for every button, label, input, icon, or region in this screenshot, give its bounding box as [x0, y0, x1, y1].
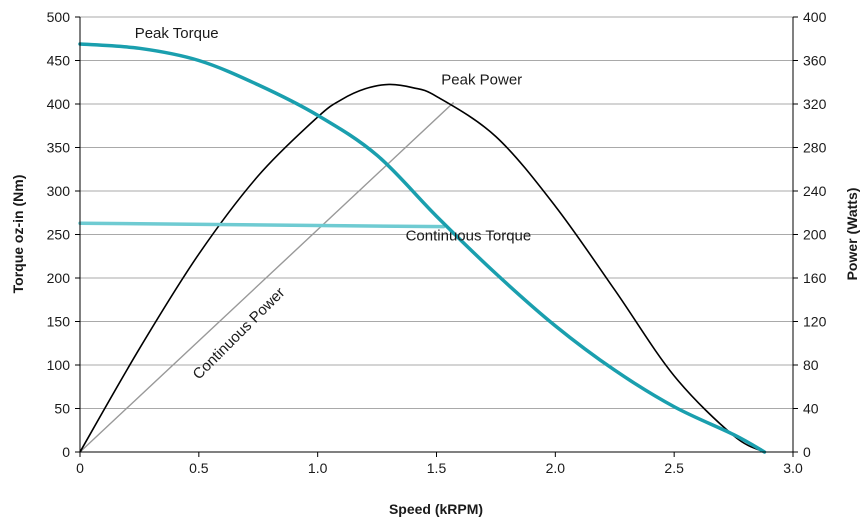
y-left-tick-label: 450: [47, 53, 71, 69]
series-line-peak-power: [79, 83, 766, 453]
y-right-tick-label: 320: [803, 96, 827, 112]
y-left-tick-label: 300: [47, 183, 71, 199]
y-right-tick-label: 360: [803, 53, 827, 69]
y-right-tick-label: 80: [803, 357, 819, 373]
y-right-tick-label: 160: [803, 270, 827, 286]
x-tick-labels: 0 0.5 1.0 1.5 2.0 2.5 3.0: [76, 452, 803, 476]
series-line-continuous-power: [79, 102, 454, 453]
y-right-tick-label: 200: [803, 227, 827, 243]
y-right-tick-label: 280: [803, 140, 827, 156]
x-tick-label: 2.5: [664, 460, 684, 476]
y-right-axis-title: Power (Watts): [844, 188, 860, 281]
y-right-tick-labels: 0 40 80 120 160 200 240 280 320 360 400: [793, 9, 827, 460]
x-axis-title: Speed (kRPM): [389, 501, 483, 517]
series-annotations: Peak Torque Peak Power Continuous Torque Co…: [135, 25, 532, 383]
y-left-tick-label: 200: [47, 270, 71, 286]
y-right-tick-label: 0: [803, 444, 811, 460]
annotation-peak-torque: Peak Torque: [135, 25, 219, 42]
annotation-continuous-power: Continuous Power: [190, 284, 289, 383]
x-tick-label: 0: [76, 460, 84, 476]
y-left-tick-labels: 0 50 100 150 200 250 300 350 400 450 500: [47, 9, 80, 460]
y-right-tick-label: 400: [803, 9, 827, 25]
annotation-peak-power: Peak Power: [441, 71, 522, 88]
y-right-tick-label: 120: [803, 314, 827, 330]
y-left-tick-label: 350: [47, 140, 71, 156]
y-left-tick-label: 50: [54, 401, 70, 417]
series-group: [78, 42, 767, 454]
y-left-tick-label: 0: [62, 444, 70, 460]
y-left-tick-label: 400: [47, 96, 71, 112]
y-left-tick-label: 100: [47, 357, 71, 373]
y-left-tick-label: 250: [47, 227, 71, 243]
y-right-tick-label: 40: [803, 401, 819, 417]
x-tick-label: 2.0: [546, 460, 566, 476]
y-left-tick-label: 500: [47, 9, 71, 25]
y-right-tick-label: 240: [803, 183, 827, 199]
x-tick-label: 0.5: [189, 460, 209, 476]
gridlines: [80, 16, 793, 409]
y-left-tick-label: 150: [47, 314, 71, 330]
annotation-continuous-torque: Continuous Torque: [406, 228, 532, 245]
series-line-continuous-torque: [78, 221, 446, 229]
x-tick-label: 1.0: [308, 460, 328, 476]
y-left-axis-title: Torque oz-in (Nm): [10, 175, 26, 294]
series-line-peak-torque: [78, 42, 767, 454]
x-tick-label: 1.5: [427, 460, 447, 476]
x-tick-label: 3.0: [783, 460, 803, 476]
